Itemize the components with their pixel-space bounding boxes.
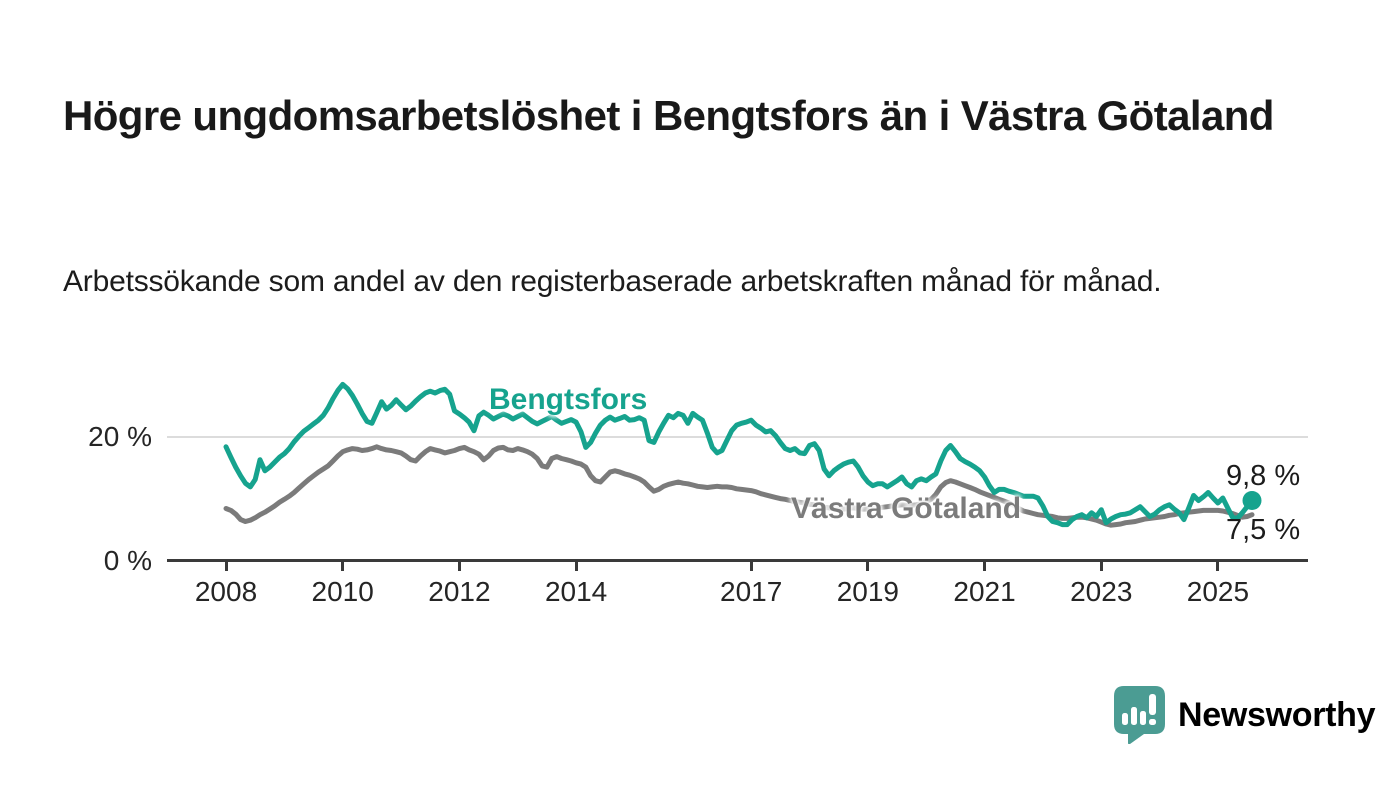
x-axis-tick-mark-2025 bbox=[1216, 562, 1220, 571]
newsworthy-logo: Newsworthy bbox=[1113, 686, 1376, 744]
x-axis-tick-mark-2010 bbox=[341, 562, 345, 571]
page-title: Högre ungdomsarbetslöshet i Bengtsfors ä… bbox=[63, 92, 1274, 140]
chart-subtitle: Arbetssökande som andel av den registerb… bbox=[63, 265, 1162, 298]
x-axis-tick-label-2010: 2010 bbox=[311, 576, 374, 607]
series-label-vastra-gotaland: Västra Götaland bbox=[791, 492, 1022, 525]
x-axis-tick-label-2012: 2012 bbox=[428, 576, 491, 607]
x-axis-line bbox=[167, 559, 1308, 562]
x-axis-tick-mark-2008 bbox=[224, 562, 228, 571]
newsworthy-wordmark: Newsworthy bbox=[1178, 695, 1376, 734]
x-axis-tick-label-2014: 2014 bbox=[544, 576, 608, 607]
x-axis-tick-mark-2023 bbox=[1099, 562, 1103, 571]
y-axis-tick-label-0: 0 % bbox=[103, 545, 152, 576]
series-line-bengtsfors bbox=[223, 381, 1255, 528]
end-value-label-bengtsfors: 9,8 % bbox=[1226, 460, 1301, 492]
x-axis-tick-label-2019: 2019 bbox=[836, 576, 899, 607]
x-axis-tick-label-2021: 2021 bbox=[953, 576, 1016, 607]
gridline-20-percent bbox=[167, 436, 1308, 438]
endpoint-dot-bengtsfors bbox=[1242, 491, 1262, 510]
y-axis-tick-label-20: 20 % bbox=[88, 421, 152, 452]
series-label-bengtsfors: Bengtsfors bbox=[489, 383, 648, 416]
x-axis-tick-mark-2021 bbox=[983, 562, 987, 571]
x-axis-tick-label-2017: 2017 bbox=[719, 576, 783, 607]
bar-chart-speech-bubble-icon bbox=[1114, 686, 1165, 744]
x-axis-tick-label-2025: 2025 bbox=[1186, 576, 1250, 607]
x-axis-tick-mark-2012 bbox=[457, 562, 461, 571]
x-axis-tick-mark-2017 bbox=[749, 562, 753, 571]
x-axis-tick-label-2023: 2023 bbox=[1070, 576, 1133, 607]
x-axis-tick-label-2008: 2008 bbox=[194, 576, 258, 607]
end-value-label-vastra-gotaland: 7,5 % bbox=[1226, 514, 1301, 546]
x-axis-tick-mark-2019 bbox=[866, 562, 870, 571]
x-axis-tick-mark-2014 bbox=[574, 562, 578, 571]
